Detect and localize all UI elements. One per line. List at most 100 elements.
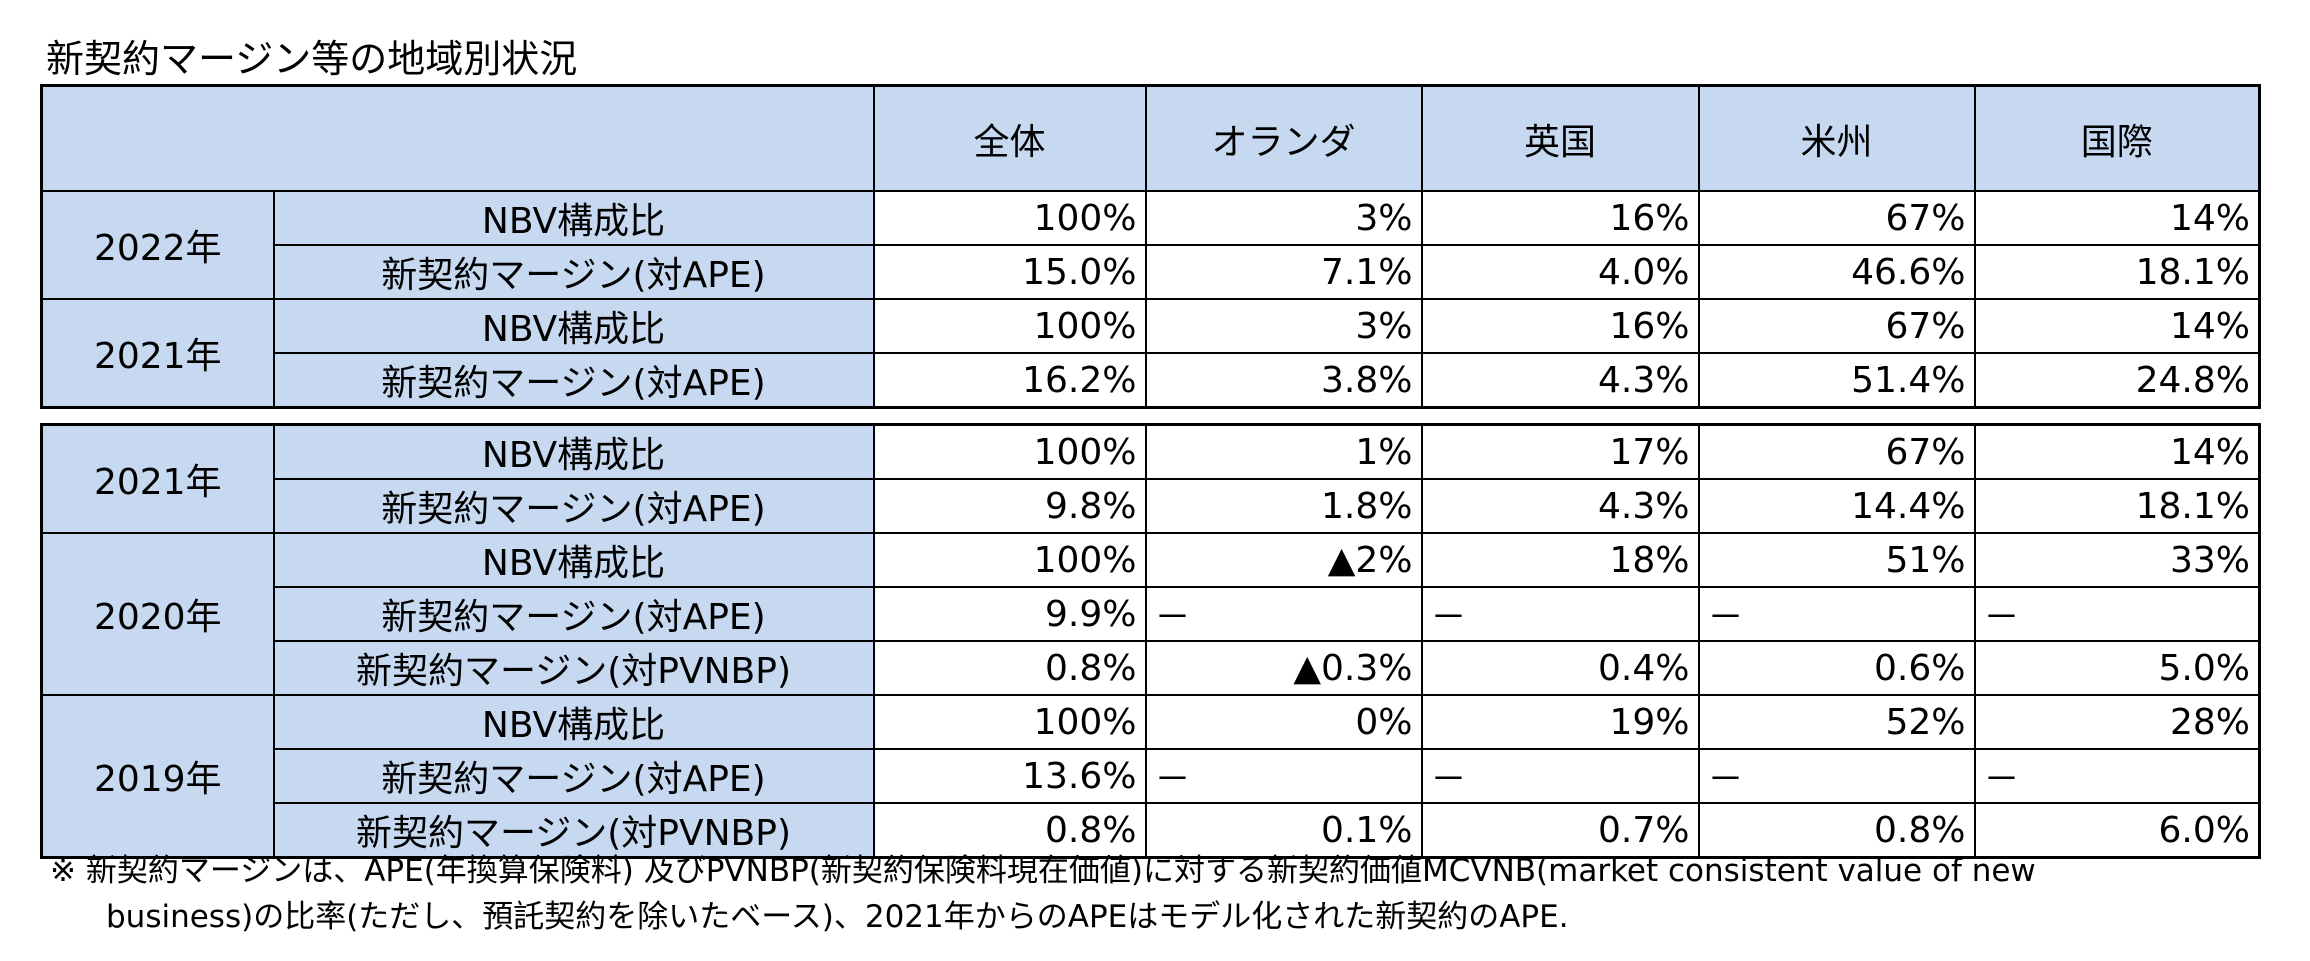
value-cell: 15.0% xyxy=(872,244,1147,300)
value-cell: 14.4% xyxy=(1697,478,1976,534)
metric-cell: 新契約マージン(対APE) xyxy=(272,244,875,300)
table-row: 新契約マージン(対APE) 15.0% 7.1% 4.0% 46.6% 18.1% xyxy=(42,244,2261,300)
value-cell: 9.9% xyxy=(872,586,1147,642)
column-header: 米州 xyxy=(1697,84,1976,192)
value-cell: 0.6% xyxy=(1697,640,1976,696)
margin-table-2022-2021: 全体 オランダ 英国 米州 国際 2022年 NBV構成比 100% 3% 16% 67%… xyxy=(40,84,2261,409)
table-title: 新契約マージン等の地域別状況 xyxy=(46,37,578,81)
value-cell: 67% xyxy=(1697,423,1976,480)
table-row: 新契約マージン(対PVNBP) 0.8% ▲0.3% 0.4% 0.6% 5.0% xyxy=(42,640,2261,696)
column-header: 英国 xyxy=(1420,84,1700,192)
value-cell: 14% xyxy=(1973,190,2261,246)
year-cell: 2021年 xyxy=(40,298,275,409)
value-cell: 0.7% xyxy=(1420,802,1700,859)
table-row: 2021年 NBV構成比 100% 1% 17% 67% 14% xyxy=(40,423,2261,534)
metric-cell: NBV構成比 xyxy=(272,190,875,246)
value-cell: 0.1% xyxy=(1144,802,1423,859)
value-cell: － xyxy=(1420,748,1700,804)
value-cell: 100% xyxy=(872,298,1147,354)
value-cell: － xyxy=(1973,586,2261,642)
value-cell: ▲0.3% xyxy=(1144,640,1423,696)
value-cell: 100% xyxy=(872,190,1147,246)
value-cell: 51% xyxy=(1697,532,1976,588)
value-cell: 3% xyxy=(1144,190,1423,246)
value-cell: 46.6% xyxy=(1697,244,1976,300)
value-cell: 13.6% xyxy=(872,748,1147,804)
table-row: 2020年 NBV構成比 100% ▲2% 18% 51% 33% xyxy=(40,532,2261,696)
value-cell: 19% xyxy=(1420,694,1700,750)
header-corner-cell xyxy=(40,84,875,192)
table-row: 2019年 NBV構成比 100% 0% 19% 52% 28% xyxy=(40,694,2261,859)
value-cell: 6.0% xyxy=(1973,802,2261,859)
value-cell: 1% xyxy=(1144,423,1423,480)
year-cell: 2021年 xyxy=(40,423,275,534)
table-row: 2021年 NBV構成比 100% 3% 16% 67% 14% xyxy=(40,298,2261,409)
value-cell: 4.0% xyxy=(1420,244,1700,300)
value-cell: 4.3% xyxy=(1420,352,1700,409)
value-cell: 7.1% xyxy=(1144,244,1423,300)
metric-cell: NBV構成比 xyxy=(272,298,875,354)
value-cell: 18.1% xyxy=(1973,478,2261,534)
value-cell: 33% xyxy=(1973,532,2261,588)
value-cell: － xyxy=(1144,748,1423,804)
metric-cell: NBV構成比 xyxy=(272,532,875,588)
column-header: 全体 xyxy=(872,84,1147,192)
footnote-line: ※ 新契約マージンは、APE(年換算保険料) 及びPVNBP(新契約保険料現在価… xyxy=(50,853,2036,889)
table-row: 新契約マージン(対PVNBP) 0.8% 0.1% 0.7% 0.8% 6.0% xyxy=(42,802,2261,859)
value-cell: 16% xyxy=(1420,298,1700,354)
value-cell: － xyxy=(1144,586,1423,642)
value-cell: 16% xyxy=(1420,190,1700,246)
column-header: 国際 xyxy=(1973,84,2261,192)
value-cell: 14% xyxy=(1973,423,2261,480)
value-cell: 1.8% xyxy=(1144,478,1423,534)
table-row: 新契約マージン(対APE) 13.6% －－－－ xyxy=(42,748,2261,804)
value-cell: 16.2% xyxy=(872,352,1147,409)
metric-cell: NBV構成比 xyxy=(272,694,875,750)
year-cell: 2019年 xyxy=(40,694,275,859)
value-cell: 28% xyxy=(1973,694,2261,750)
value-cell: 4.3% xyxy=(1420,478,1700,534)
value-cell: 67% xyxy=(1697,190,1976,246)
metric-cell: NBV構成比 xyxy=(272,423,875,480)
value-cell: 18.1% xyxy=(1973,244,2261,300)
metric-cell: 新契約マージン(対PVNBP) xyxy=(272,802,875,859)
value-cell: 0.4% xyxy=(1420,640,1700,696)
column-header: オランダ xyxy=(1144,84,1423,192)
year-cell: 2020年 xyxy=(40,532,275,696)
value-cell: 18% xyxy=(1420,532,1700,588)
value-cell: － xyxy=(1973,748,2261,804)
year-cell: 2022年 xyxy=(40,190,275,300)
value-cell: 52% xyxy=(1697,694,1976,750)
value-cell: 9.8% xyxy=(872,478,1147,534)
value-cell: 17% xyxy=(1420,423,1700,480)
value-cell: 100% xyxy=(872,423,1147,480)
metric-cell: 新契約マージン(対APE) xyxy=(272,748,875,804)
metric-cell: 新契約マージン(対PVNBP) xyxy=(272,640,875,696)
metric-cell: 新契約マージン(対APE) xyxy=(272,352,875,409)
value-cell: ▲2% xyxy=(1144,532,1423,588)
value-cell: 0.8% xyxy=(872,640,1147,696)
footnote: ※ 新契約マージンは、APE(年換算保険料) 及びPVNBP(新契約保険料現在価… xyxy=(50,848,2280,940)
value-cell: 5.0% xyxy=(1973,640,2261,696)
value-cell: 0% xyxy=(1144,694,1423,750)
value-cell: 67% xyxy=(1697,298,1976,354)
value-cell: 3.8% xyxy=(1144,352,1423,409)
value-cell: 51.4% xyxy=(1697,352,1976,409)
value-cell: 0.8% xyxy=(1697,802,1976,859)
table-row: 新契約マージン(対APE) 9.8% 1.8% 4.3% 14.4% 18.1% xyxy=(42,478,2261,534)
table-row: 新契約マージン(対APE) 9.9% －－－－ xyxy=(42,586,2261,642)
table-row: 新契約マージン(対APE) 16.2% 3.8% 4.3% 51.4% 24.8% xyxy=(42,352,2261,409)
margin-table-2021-2019: 2021年 NBV構成比 100% 1% 17% 67% 14% 新契約マージン(対APE) 9… xyxy=(40,423,2261,859)
footnote-line: business)の比率(ただし、預託契約を除いたベース)、2021年からのAP… xyxy=(106,899,1569,935)
value-cell: 14% xyxy=(1973,298,2261,354)
value-cell: 24.8% xyxy=(1973,352,2261,409)
metric-cell: 新契約マージン(対APE) xyxy=(272,478,875,534)
value-cell: 100% xyxy=(872,532,1147,588)
value-cell: － xyxy=(1420,586,1700,642)
value-cell: 0.8% xyxy=(872,802,1147,859)
value-cell: 3% xyxy=(1144,298,1423,354)
column-header-row: 全体 オランダ 英国 米州 国際 xyxy=(40,84,2261,192)
value-cell: 100% xyxy=(872,694,1147,750)
table-row: 2022年 NBV構成比 100% 3% 16% 67% 14% xyxy=(40,190,2261,300)
value-cell: － xyxy=(1697,748,1976,804)
